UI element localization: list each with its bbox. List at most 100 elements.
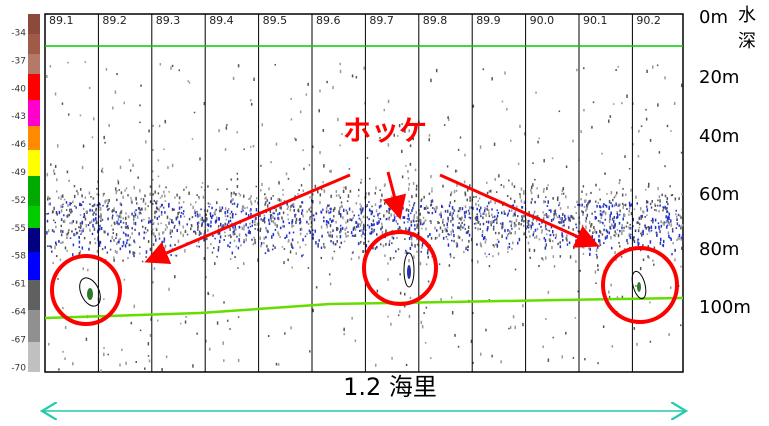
noise-dot: [205, 213, 207, 216]
noise-dot: [358, 217, 361, 220]
noise-dot: [605, 204, 608, 208]
noise-dot: [54, 221, 57, 224]
noise-dot: [322, 243, 325, 245]
noise-dot: [108, 123, 110, 128]
noise-dot: [335, 194, 338, 197]
noise-dot: [655, 231, 658, 234]
noise-dot: [610, 246, 613, 250]
noise-dot: [652, 221, 654, 224]
noise-dot: [583, 205, 586, 209]
noise-dot: [405, 363, 408, 367]
noise-dot: [299, 205, 301, 208]
noise-dot: [646, 208, 649, 212]
noise-dot: [467, 248, 469, 252]
noise-dot: [530, 191, 533, 195]
noise-dot: [222, 341, 225, 345]
noise-dot: [85, 211, 87, 214]
noise-dot: [231, 251, 234, 255]
depth-label: 80m: [699, 239, 739, 260]
noise-dot: [423, 222, 425, 225]
noise-dot: [133, 251, 136, 254]
noise-dot: [597, 268, 599, 271]
noise-dot: [579, 269, 582, 272]
noise-dot: [335, 190, 338, 194]
noise-dot: [223, 359, 225, 362]
noise-dot: [645, 188, 647, 191]
noise-dot: [67, 204, 69, 207]
noise-dot: [377, 213, 379, 217]
annotation-arrows: [144, 171, 600, 265]
noise-dot: [439, 226, 442, 230]
noise-dot: [151, 219, 154, 222]
noise-dot: [149, 334, 152, 337]
noise-dot: [509, 220, 511, 223]
noise-dot: [610, 202, 612, 204]
noise-dot: [263, 236, 266, 240]
noise-dot: [482, 222, 485, 226]
noise-dot: [260, 164, 262, 167]
noise-dot: [628, 201, 631, 205]
noise-dot: [366, 203, 368, 207]
noise-dot: [113, 256, 115, 259]
noise-dot: [72, 220, 75, 223]
noise-dot: [357, 242, 360, 246]
noise-dot: [165, 355, 168, 359]
noise-dot: [491, 208, 493, 211]
noise-dot: [492, 216, 494, 219]
noise-dot: [636, 202, 639, 205]
noise-dot: [618, 181, 621, 185]
noise-dot: [657, 187, 659, 191]
noise-dot: [99, 224, 101, 228]
noise-dot: [144, 202, 147, 206]
noise-dot: [594, 210, 596, 213]
color-scale-label: -67: [11, 335, 26, 345]
noise-dot: [72, 200, 74, 204]
noise-dot: [322, 208, 324, 211]
noise-dot: [65, 209, 68, 211]
noise-dot: [507, 251, 509, 253]
noise-dot: [129, 169, 132, 172]
noise-dot: [92, 117, 95, 121]
noise-dot: [647, 225, 650, 229]
noise-dot: [523, 200, 526, 203]
noise-dot: [447, 243, 450, 247]
noise-dot: [91, 209, 94, 212]
noise-dot: [646, 214, 648, 217]
noise-dot: [351, 316, 353, 320]
noise-dot: [551, 245, 553, 250]
noise-dot: [581, 233, 583, 236]
noise-dot: [275, 362, 278, 366]
noise-dot: [155, 210, 158, 213]
noise-dot: [467, 229, 470, 233]
noise-dot: [119, 212, 121, 216]
noise-dot: [230, 191, 233, 195]
noise-dot: [472, 361, 474, 364]
noise-dot: [237, 358, 240, 363]
noise-dot: [206, 223, 209, 226]
noise-dot: [312, 236, 314, 239]
noise-dot: [340, 230, 342, 233]
noise-dot: [508, 230, 511, 234]
noise-dot: [613, 216, 616, 219]
noise-dot: [461, 221, 463, 224]
noise-dot: [301, 254, 303, 258]
noise-dot: [455, 189, 458, 192]
noise-dot: [420, 199, 423, 202]
noise-dot: [281, 218, 284, 221]
noise-dot: [573, 245, 575, 250]
noise-dot: [307, 222, 310, 226]
noise-dot: [665, 219, 668, 224]
noise-dot: [617, 204, 619, 207]
noise-dot: [174, 243, 176, 247]
noise-dot: [54, 164, 57, 169]
noise-dot: [385, 229, 387, 234]
noise-dot: [123, 278, 126, 281]
noise-dot: [78, 236, 80, 239]
noise-dot: [272, 212, 275, 214]
noise-dot: [100, 169, 103, 173]
noise-dot: [113, 239, 115, 242]
noise-dot: [597, 362, 599, 365]
noise-dot: [589, 199, 591, 203]
noise-dot: [79, 227, 82, 229]
noise-dot: [168, 202, 170, 206]
